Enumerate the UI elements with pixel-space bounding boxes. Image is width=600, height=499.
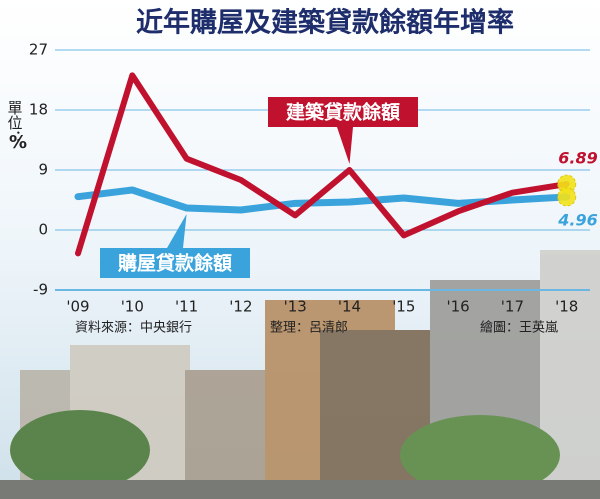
x-tick-label: '12 <box>229 298 252 316</box>
callout-pointer <box>337 127 353 164</box>
photo-backdrop <box>0 250 600 499</box>
y-tick-label: 9 <box>38 161 48 179</box>
source-note: 整理：呂清郎 <box>270 321 348 336</box>
x-tick-label: '13 <box>284 298 307 316</box>
source-note: 繪圖：王英嵐 <box>480 320 558 336</box>
unit-label: 單位： <box>6 100 24 145</box>
callout-box <box>268 97 418 127</box>
callout-box <box>100 248 250 278</box>
y-tick-label: -9 <box>33 281 48 299</box>
y-tick-label: 27 <box>29 41 48 59</box>
x-tick-label: '17 <box>501 298 524 316</box>
legend-label: 建築貸款餘額 <box>286 101 400 124</box>
callout-pointer <box>167 214 187 248</box>
value-label: 4.96 <box>557 210 597 229</box>
legend-label: 購屋貸款餘額 <box>118 252 232 275</box>
y-tick-label: 0 <box>38 221 48 239</box>
unit-symbol: % <box>9 132 27 153</box>
x-tick-label: '18 <box>555 298 578 316</box>
x-tick-label: '09 <box>66 298 89 316</box>
x-tick-label: '11 <box>175 298 198 316</box>
x-tick-label: '14 <box>338 298 361 316</box>
chart-title: 近年購屋及建築貸款餘額年增率 <box>136 7 514 39</box>
series-line <box>75 72 570 257</box>
x-tick-label: '16 <box>446 298 469 316</box>
y-tick-label: 18 <box>29 101 48 119</box>
value-label: 6.89 <box>558 149 597 168</box>
x-tick-label: '15 <box>392 298 415 316</box>
highlight-dot <box>557 187 577 207</box>
x-tick-label: '10 <box>121 298 144 316</box>
source-note: 資料來源：中央銀行 <box>75 321 192 336</box>
